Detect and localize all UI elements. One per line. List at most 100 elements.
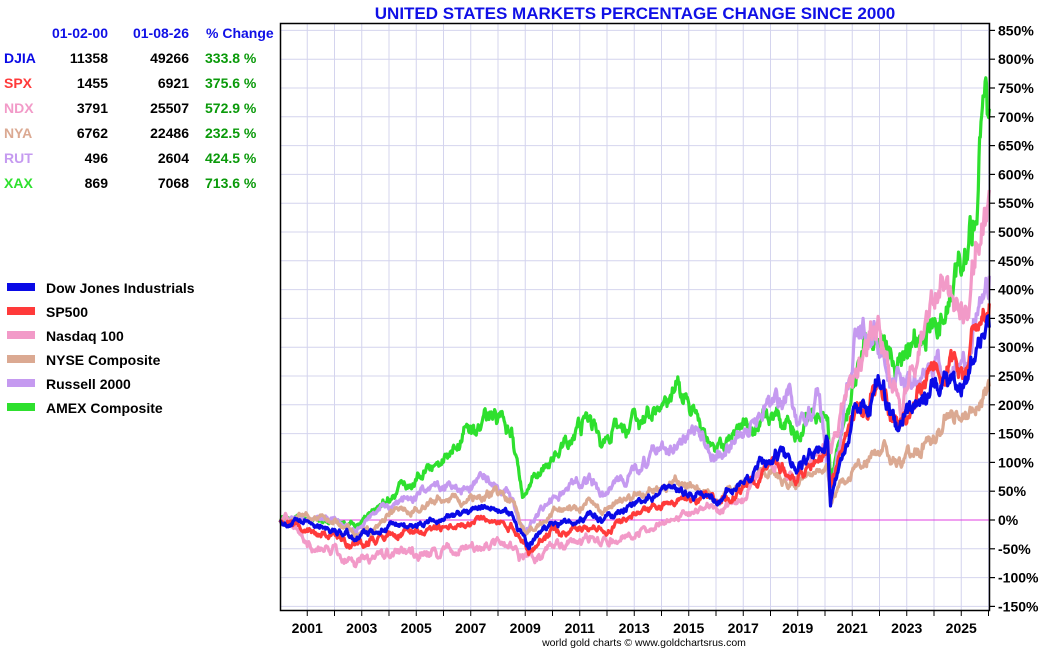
- table-change-value: 333.8 %: [205, 50, 257, 66]
- y-tick-label: 150%: [998, 426, 1034, 442]
- table-start-value: 11358: [70, 50, 108, 66]
- table-start-value: 496: [85, 150, 109, 166]
- x-tick-label: 2005: [401, 620, 432, 636]
- table-symbol: NYA: [4, 125, 32, 141]
- legend-label: NYSE Composite: [46, 352, 161, 368]
- x-axis: 2001 2003 2005 2007 2009 2011 2013 2015 2017 2019…: [292, 611, 989, 636]
- table-start-value: 869: [85, 175, 109, 191]
- table-symbol: XAX: [4, 175, 33, 191]
- series-line-spx: [278, 303, 991, 557]
- x-tick-label: 2013: [619, 620, 650, 636]
- table-row: RUT 496 2604 424.5 %: [4, 150, 257, 166]
- y-tick-label: -100%: [998, 570, 1039, 586]
- table-end-value: 22486: [150, 125, 189, 141]
- footer-credit: world gold charts © www.goldchartsrus.co…: [541, 637, 746, 649]
- table-symbol: NDX: [4, 100, 34, 116]
- y-tick-label: -50%: [998, 541, 1031, 557]
- x-tick-label: 2025: [946, 620, 977, 636]
- x-tick-label: 2015: [673, 620, 704, 636]
- table-symbol: DJIA: [4, 50, 36, 66]
- x-tick-label: 2023: [891, 620, 922, 636]
- table-change-value: 424.5 %: [205, 150, 257, 166]
- legend-swatch: [7, 379, 35, 387]
- y-tick-label: 550%: [998, 195, 1034, 211]
- plot-frame: [279, 22, 991, 612]
- series-line-nya: [278, 378, 991, 540]
- table-row: NDX 3791 25507 572.9 %: [4, 100, 257, 116]
- table-row: DJIA 11358 49266 333.8 %: [4, 50, 257, 66]
- y-tick-label: 300%: [998, 339, 1034, 355]
- table-change-value: 713.6 %: [205, 175, 257, 191]
- table-start-value: 3791: [77, 100, 108, 116]
- table-start-value: 1455: [77, 75, 108, 91]
- x-tick-label: 2017: [728, 620, 759, 636]
- y-tick-label: 400%: [998, 282, 1034, 298]
- legend-label: Dow Jones Industrials: [46, 280, 195, 296]
- table-end-value: 25507: [150, 100, 189, 116]
- table-change-value: 375.6 %: [205, 75, 257, 91]
- legend-label: AMEX Composite: [46, 400, 163, 416]
- table-end-value: 2604: [158, 150, 189, 166]
- table-symbol: RUT: [4, 150, 33, 166]
- legend-item: SP500: [7, 304, 88, 320]
- y-tick-label: 800%: [998, 51, 1034, 67]
- legend-label: Russell 2000: [46, 376, 131, 392]
- legend-item: Dow Jones Industrials: [7, 280, 195, 296]
- y-tick-label: 450%: [998, 253, 1034, 269]
- x-tick-label: 2009: [510, 620, 541, 636]
- series-line-djia: [278, 314, 991, 551]
- legend-label: Nasdaq 100: [46, 328, 124, 344]
- legend-item: Russell 2000: [7, 376, 131, 392]
- table-header-start-date: 01-02-00: [52, 25, 108, 41]
- chart-title: UNITED STATES MARKETS PERCENTAGE CHANGE …: [375, 4, 895, 23]
- y-tick-label: 350%: [998, 310, 1034, 326]
- y-tick-label: 500%: [998, 224, 1034, 240]
- legend-swatch: [7, 283, 35, 291]
- y-tick-label: 100%: [998, 454, 1034, 470]
- legend-label: SP500: [46, 304, 88, 320]
- table-change-value: 232.5 %: [205, 125, 257, 141]
- y-tick-label: 250%: [998, 368, 1034, 384]
- x-tick-label: 2001: [292, 620, 323, 636]
- grid: [281, 24, 989, 610]
- legend-item: NYSE Composite: [7, 352, 161, 368]
- summary-table: 01-02-00 01-08-26 % Change DJIA 11358 4926…: [4, 25, 274, 191]
- table-start-value: 6762: [77, 125, 108, 141]
- x-tick-label: 2003: [346, 620, 377, 636]
- legend-swatch: [7, 355, 35, 363]
- legend: Dow Jones Industrials SP500 Nasdaq 100 NYSE…: [7, 280, 195, 416]
- table-end-value: 6921: [158, 75, 189, 91]
- y-tick-label: 850%: [998, 22, 1034, 38]
- series-line-ndx: [279, 189, 991, 569]
- legend-item: AMEX Composite: [7, 400, 163, 416]
- y-tick-label: 0%: [998, 512, 1019, 528]
- table-header-change: % Change: [206, 25, 274, 41]
- table-row: XAX 869 7068 713.6 %: [4, 175, 257, 191]
- x-tick-label: 2019: [782, 620, 813, 636]
- y-tick-label: 600%: [998, 166, 1034, 182]
- series-line-rut: [278, 275, 991, 536]
- x-tick-label: 2011: [565, 620, 596, 636]
- legend-swatch: [7, 307, 35, 315]
- y-tick-label: 700%: [998, 109, 1034, 125]
- table-symbol: SPX: [4, 75, 33, 91]
- table-row: SPX 1455 6921 375.6 %: [4, 75, 257, 91]
- legend-item: Nasdaq 100: [7, 328, 124, 344]
- y-tick-label: 200%: [998, 397, 1034, 413]
- table-change-value: 572.9 %: [205, 100, 257, 116]
- table-row: NYA 6762 22486 232.5 %: [4, 125, 257, 141]
- y-tick-label: 750%: [998, 80, 1034, 96]
- table-end-value: 49266: [150, 50, 189, 66]
- y-tick-label: 50%: [998, 483, 1027, 499]
- legend-swatch: [7, 331, 35, 339]
- x-tick-label: 2021: [837, 620, 868, 636]
- legend-swatch: [7, 403, 35, 411]
- series-group: [278, 76, 991, 569]
- table-end-value: 7068: [158, 175, 189, 191]
- x-tick-label: 2007: [455, 620, 486, 636]
- y-tick-label: -150%: [998, 598, 1039, 614]
- table-header-end-date: 01-08-26: [133, 25, 189, 41]
- y-tick-label: 650%: [998, 138, 1034, 154]
- y-axis: 850% 800% 750% 700% 650% 600% 550% 500% 450% 400%…: [990, 22, 1039, 614]
